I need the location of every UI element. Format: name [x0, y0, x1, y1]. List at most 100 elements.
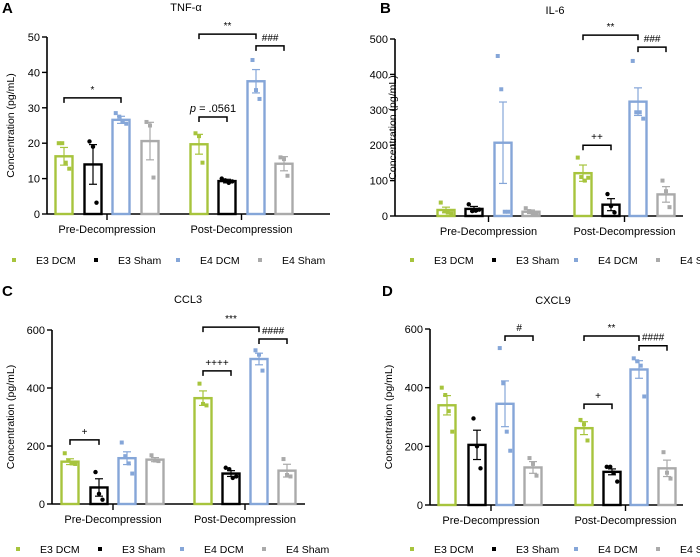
data-point	[637, 110, 642, 115]
significance-label: *	[91, 85, 95, 96]
legend-label: E4 Sham	[680, 255, 700, 267]
data-point	[466, 202, 471, 207]
data-point	[234, 474, 239, 479]
data-point	[642, 394, 647, 399]
x-tick-label: Pre-Decompression	[442, 515, 539, 527]
data-point	[144, 119, 149, 124]
data-point	[473, 208, 478, 213]
bar	[193, 396, 213, 506]
data-point	[445, 210, 450, 215]
data-point	[250, 58, 255, 63]
legend-item-e3-dcm: E3 DCM	[16, 544, 80, 556]
significance-bracket	[198, 116, 228, 123]
y-tick-label: 0	[39, 499, 45, 511]
bar	[437, 404, 457, 507]
data-point	[153, 458, 157, 463]
y-axis-label: Concentration (pg/mL)	[387, 75, 399, 179]
significance-bracket	[638, 344, 668, 351]
data-point	[638, 363, 643, 368]
legend-item-e4-sham: E4 Sham	[258, 255, 325, 267]
data-point	[471, 416, 476, 421]
legend-swatch	[16, 547, 20, 551]
data-point	[62, 451, 67, 456]
data-point	[635, 359, 640, 364]
legend-label: E4 DCM	[200, 255, 240, 267]
data-point	[254, 88, 258, 93]
data-point	[94, 200, 99, 205]
legend-item-e3-dcm: E3 DCM	[410, 544, 474, 556]
data-point	[634, 110, 639, 115]
data-point	[100, 497, 105, 502]
x-tick-label: Post-Decompression	[574, 515, 676, 527]
significance-bracket	[63, 97, 122, 103]
data-point	[450, 429, 455, 434]
y-tick-label: 200	[27, 441, 45, 453]
data-point	[257, 352, 261, 357]
legend-label: E3 Sham	[516, 544, 559, 556]
legend-swatch	[262, 547, 266, 551]
data-point	[641, 116, 646, 121]
data-point	[63, 160, 68, 165]
legend-swatch	[180, 547, 184, 551]
data-point	[96, 491, 102, 497]
data-point	[477, 207, 482, 212]
legend-label: E4 Sham	[680, 544, 700, 556]
data-point	[660, 178, 665, 183]
significance-label: ####	[262, 326, 285, 337]
panel-letter: D	[382, 283, 393, 300]
data-point	[449, 211, 454, 216]
data-point	[501, 381, 506, 386]
legend-item-e4-sham: E4 Sham	[656, 544, 700, 556]
y-tick-label: 10	[28, 174, 40, 186]
y-axis-label: Concentration (pg/mL)	[383, 365, 395, 469]
panel-d: D CXCL9 0 200 400 600 Concentration (pg/mL) P…	[350, 280, 700, 557]
y-tick-label: 20	[28, 138, 40, 150]
significance-label: **	[224, 21, 232, 32]
significance-label: **	[608, 323, 616, 334]
significance-bracket	[637, 46, 667, 53]
significance-label: ++++	[205, 358, 229, 369]
significance-bracket	[582, 34, 639, 41]
legend-label: E3 DCM	[434, 255, 474, 267]
data-point	[668, 476, 673, 481]
significance-label: **	[607, 22, 615, 33]
y-tick-label: 400	[405, 383, 423, 395]
data-point	[523, 206, 528, 211]
legend-swatch	[656, 547, 660, 551]
data-point	[257, 96, 262, 101]
data-point	[612, 210, 617, 215]
data-point	[230, 475, 235, 481]
y-tick-label: 200	[370, 140, 388, 152]
data-point	[126, 461, 131, 466]
data-point	[474, 444, 480, 449]
data-point	[90, 144, 96, 149]
legend-label: E3 DCM	[434, 544, 474, 556]
data-point	[260, 368, 265, 373]
legend-swatch	[574, 258, 578, 262]
significance-label: +	[595, 391, 601, 402]
bar	[60, 460, 80, 506]
data-point	[497, 346, 502, 351]
data-point	[201, 401, 205, 406]
data-point	[253, 348, 258, 353]
data-point	[223, 178, 228, 183]
bar	[145, 458, 165, 506]
chart-svg: 0 200 400 600 Concentration (pg/mL) Pre-Decom…	[383, 323, 700, 556]
y-tick-label: 400	[370, 69, 388, 81]
chart-svg: 0 10 20 30 40 50 Concentration (pg/mL) Pre-Deco…	[5, 21, 330, 267]
chart-svg: 0 200 400 600 Concentration (pg/mL) Pre-Decom…	[5, 314, 329, 556]
y-axis-label: Concentration (pg/mL)	[5, 365, 17, 469]
significance-bracket	[202, 326, 260, 333]
legend-label: E4 Sham	[282, 255, 325, 267]
data-point	[230, 179, 235, 184]
significance-bracket	[255, 45, 285, 51]
data-point	[113, 111, 118, 116]
chart-svg: 0 100 200 300 400 500 Concentration (pg/mL) Pre…	[370, 22, 700, 267]
bar	[629, 368, 649, 507]
y-tick-label: 600	[405, 324, 423, 336]
data-point	[223, 465, 228, 470]
data-point	[219, 176, 224, 181]
data-point	[470, 208, 475, 214]
legend-item-e4-sham: E4 Sham	[656, 255, 700, 267]
significance-label: #	[516, 323, 522, 334]
